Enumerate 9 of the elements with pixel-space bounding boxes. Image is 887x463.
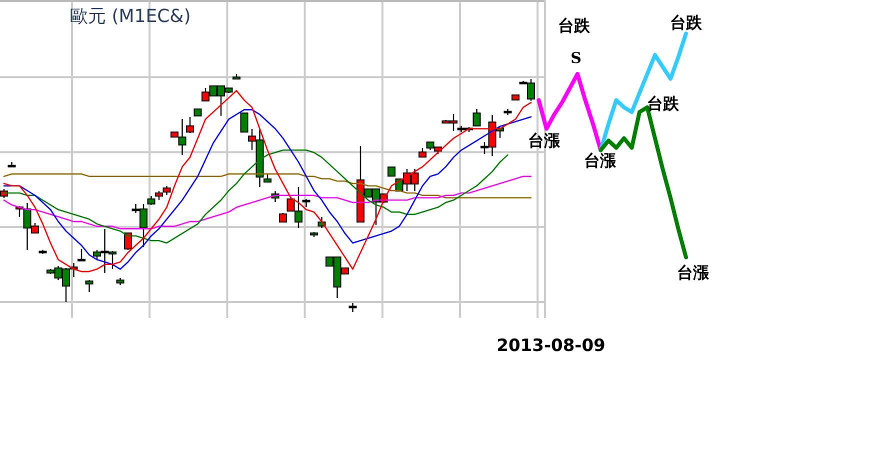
text: 台跌: [558, 16, 591, 35]
text: S: [570, 49, 582, 67]
annotation: 台漲: [528, 131, 561, 150]
text: 2013-08-09: [496, 336, 606, 356]
text: 台跌: [670, 13, 703, 32]
chart-title: 歐元 (M1EC&): [70, 6, 191, 27]
annotation: 台漲: [677, 263, 710, 282]
annotation: 台跌: [647, 94, 680, 113]
annotation: 台漲: [584, 151, 617, 170]
